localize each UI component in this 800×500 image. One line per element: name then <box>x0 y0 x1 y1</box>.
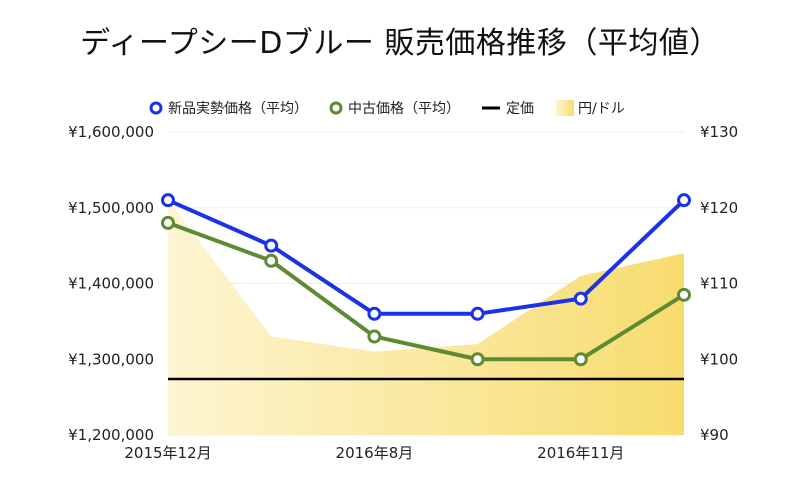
legend-label-3: 円/ドル <box>578 101 625 117</box>
series-line-0 <box>167 198 686 316</box>
series-0-point-1 <box>264 238 279 253</box>
legend-swatch-3 <box>556 100 574 116</box>
legend-item-2: 定価 <box>482 101 534 117</box>
legend: 新品実勢価格（平均） 中古価格（平均） 定価 円/ドル <box>149 100 625 117</box>
y-left-tick-label-4: ¥1,600,000 <box>68 123 154 141</box>
legend-item-1: 中古価格（平均） <box>329 101 460 117</box>
y-left-tick-label-0: ¥1,200,000 <box>68 426 154 444</box>
series-0-point-0 <box>161 193 175 208</box>
axis-layer: ¥1,200,000 ¥1,300,000 ¥1,400,000 ¥1,500,000… <box>68 123 738 462</box>
y-left-tick-label-3: ¥1,500,000 <box>68 199 154 217</box>
series-0-point-5 <box>677 193 691 208</box>
x-tick-label-2: 2016年8月 <box>336 444 414 462</box>
y-right-tick-label-4: ¥130 <box>700 123 738 141</box>
legend-item-3: 円/ドル <box>556 100 625 117</box>
legend-label-0: 新品実勢価格（平均） <box>168 101 308 117</box>
series-0-point-3 <box>470 306 485 321</box>
line-layer <box>161 193 691 381</box>
series-1-point-1 <box>264 253 279 268</box>
x-tick-label-4: 2016年11月 <box>537 444 624 462</box>
y-right-tick-label-2: ¥110 <box>700 275 738 293</box>
series-0-point-2 <box>367 306 382 321</box>
legend-label-1: 中古価格（平均） <box>348 101 460 117</box>
series-1-point-4 <box>573 352 588 367</box>
series-1-point-3 <box>470 352 485 367</box>
legend-swatch-1 <box>329 101 343 115</box>
legend-label-2: 定価 <box>506 101 534 117</box>
series-0-point-4 <box>573 291 588 306</box>
series-1-point-5 <box>677 287 691 302</box>
chart-title: ディープシーDブルー 販売価格推移（平均値） <box>80 26 720 61</box>
x-tick-label-0: 2015年12月 <box>124 444 211 462</box>
legend-item-0: 新品実勢価格（平均） <box>149 101 308 117</box>
y-right-tick-label-1: ¥100 <box>700 350 738 368</box>
y-right-tick-label-0: ¥90 <box>700 426 729 444</box>
series-1-point-2 <box>367 329 382 344</box>
legend-swatch-0 <box>149 101 163 115</box>
y-left-tick-label-2: ¥1,400,000 <box>68 275 154 293</box>
area-layer <box>168 200 684 435</box>
series-1-point-0 <box>161 215 175 230</box>
y-right-tick-label-3: ¥120 <box>700 199 738 217</box>
y-left-tick-label-1: ¥1,300,000 <box>68 350 154 368</box>
area-series-0 <box>168 200 684 435</box>
series-line-1 <box>167 221 686 362</box>
